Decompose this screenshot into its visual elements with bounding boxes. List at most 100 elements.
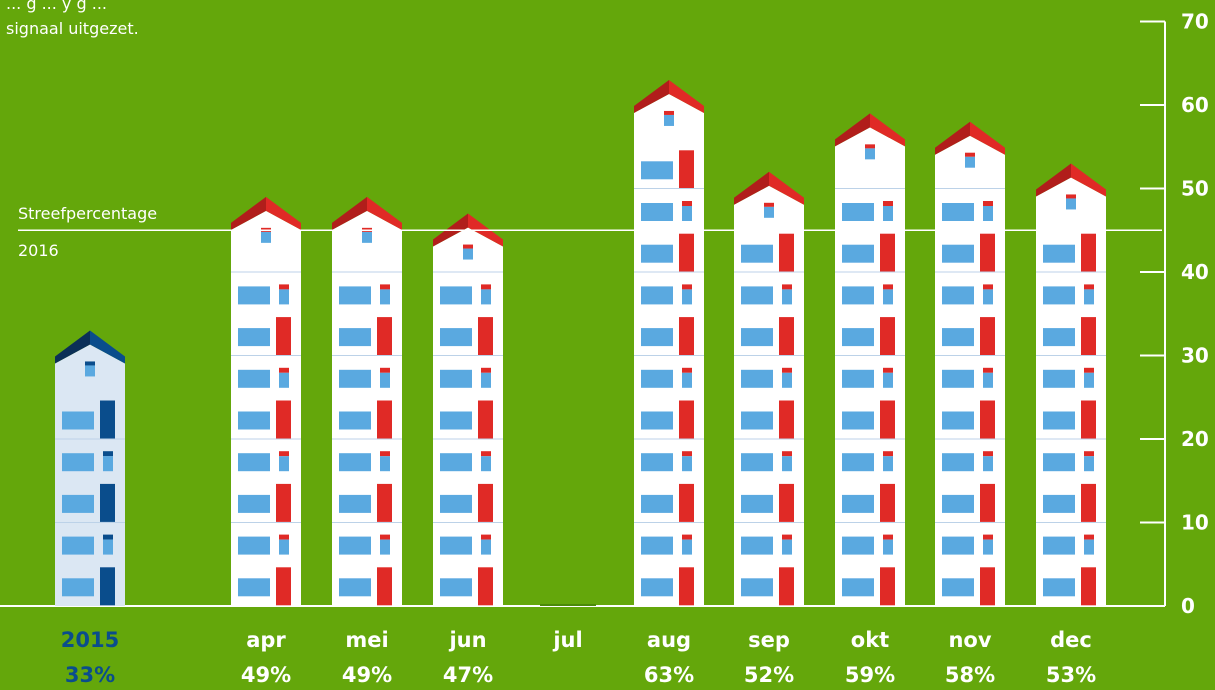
window [62, 536, 94, 555]
window [440, 494, 472, 513]
side-window [279, 372, 289, 388]
window-lintel [279, 534, 289, 540]
category-label: nov [948, 628, 991, 652]
category-label: 2015 [61, 628, 119, 652]
attic-window [664, 114, 674, 126]
attic-window [463, 248, 473, 260]
side-window [103, 456, 113, 472]
door [478, 567, 493, 606]
door [679, 317, 694, 356]
door [779, 233, 794, 272]
window-lintel [380, 284, 390, 290]
window [238, 411, 270, 430]
window [440, 453, 472, 472]
building-bar-aug [634, 79, 704, 606]
window-lintel [883, 534, 893, 540]
window [741, 453, 773, 472]
window-lintel [380, 367, 390, 373]
side-window [1084, 456, 1094, 472]
window [339, 453, 371, 472]
side-window [782, 456, 792, 472]
window [842, 203, 874, 221]
window [641, 578, 673, 597]
window [842, 411, 874, 430]
window [942, 494, 974, 513]
category-label: jul [552, 628, 582, 652]
window-lintel [1084, 367, 1094, 373]
roof-left [935, 121, 970, 155]
window-lintel [983, 201, 993, 206]
window-lintel [103, 451, 113, 457]
building-bar-okt [835, 113, 905, 606]
roof-left [835, 113, 870, 147]
window-lintel [481, 534, 491, 540]
window [339, 369, 371, 388]
y-tick-label: 20 [1181, 427, 1209, 451]
window [440, 536, 472, 555]
door [880, 483, 895, 522]
window [942, 369, 974, 388]
window [440, 411, 472, 430]
window [842, 286, 874, 305]
side-window [682, 289, 692, 305]
side-window [481, 539, 491, 555]
window [842, 578, 874, 597]
building-body [634, 93, 704, 606]
door [377, 400, 392, 439]
side-window [279, 539, 289, 555]
side-window [782, 539, 792, 555]
category-label: sep [748, 628, 790, 652]
side-window [883, 289, 893, 305]
door [1081, 233, 1096, 272]
window [62, 453, 94, 472]
door [1081, 567, 1096, 606]
building-bar-jun [433, 213, 503, 607]
door [880, 233, 895, 272]
window [1043, 578, 1075, 597]
window-lintel [279, 367, 289, 373]
window-lintel [983, 534, 993, 540]
window [641, 411, 673, 430]
door [880, 400, 895, 439]
window [942, 411, 974, 430]
door [679, 567, 694, 606]
window-lintel [481, 367, 491, 373]
side-window [103, 539, 113, 555]
door [100, 567, 115, 606]
window [741, 578, 773, 597]
window [842, 328, 874, 347]
door [779, 483, 794, 522]
window [62, 411, 94, 430]
y-tick-label: 30 [1181, 344, 1209, 368]
door [980, 567, 995, 606]
attic-window-top [1066, 194, 1076, 199]
building-body [55, 344, 125, 606]
roof-right [769, 171, 804, 205]
side-window [682, 539, 692, 555]
category-label: okt [851, 628, 889, 652]
window [238, 494, 270, 513]
window [842, 536, 874, 555]
door [276, 483, 291, 522]
window [842, 453, 874, 472]
window [641, 536, 673, 555]
window [440, 578, 472, 597]
door [478, 483, 493, 522]
window-lintel [1084, 534, 1094, 540]
value-label: 49% [241, 663, 291, 687]
window [942, 328, 974, 347]
roof-left [332, 196, 367, 230]
attic-window-top [463, 244, 473, 249]
attic-window [85, 365, 95, 377]
attic-window [362, 231, 372, 243]
window-lintel [983, 367, 993, 373]
window [842, 369, 874, 388]
window-lintel [380, 451, 390, 457]
window [1043, 328, 1075, 347]
door [880, 567, 895, 606]
door [980, 233, 995, 272]
window [842, 244, 874, 263]
value-label: 47% [443, 663, 493, 687]
side-window [682, 456, 692, 472]
side-window [983, 456, 993, 472]
